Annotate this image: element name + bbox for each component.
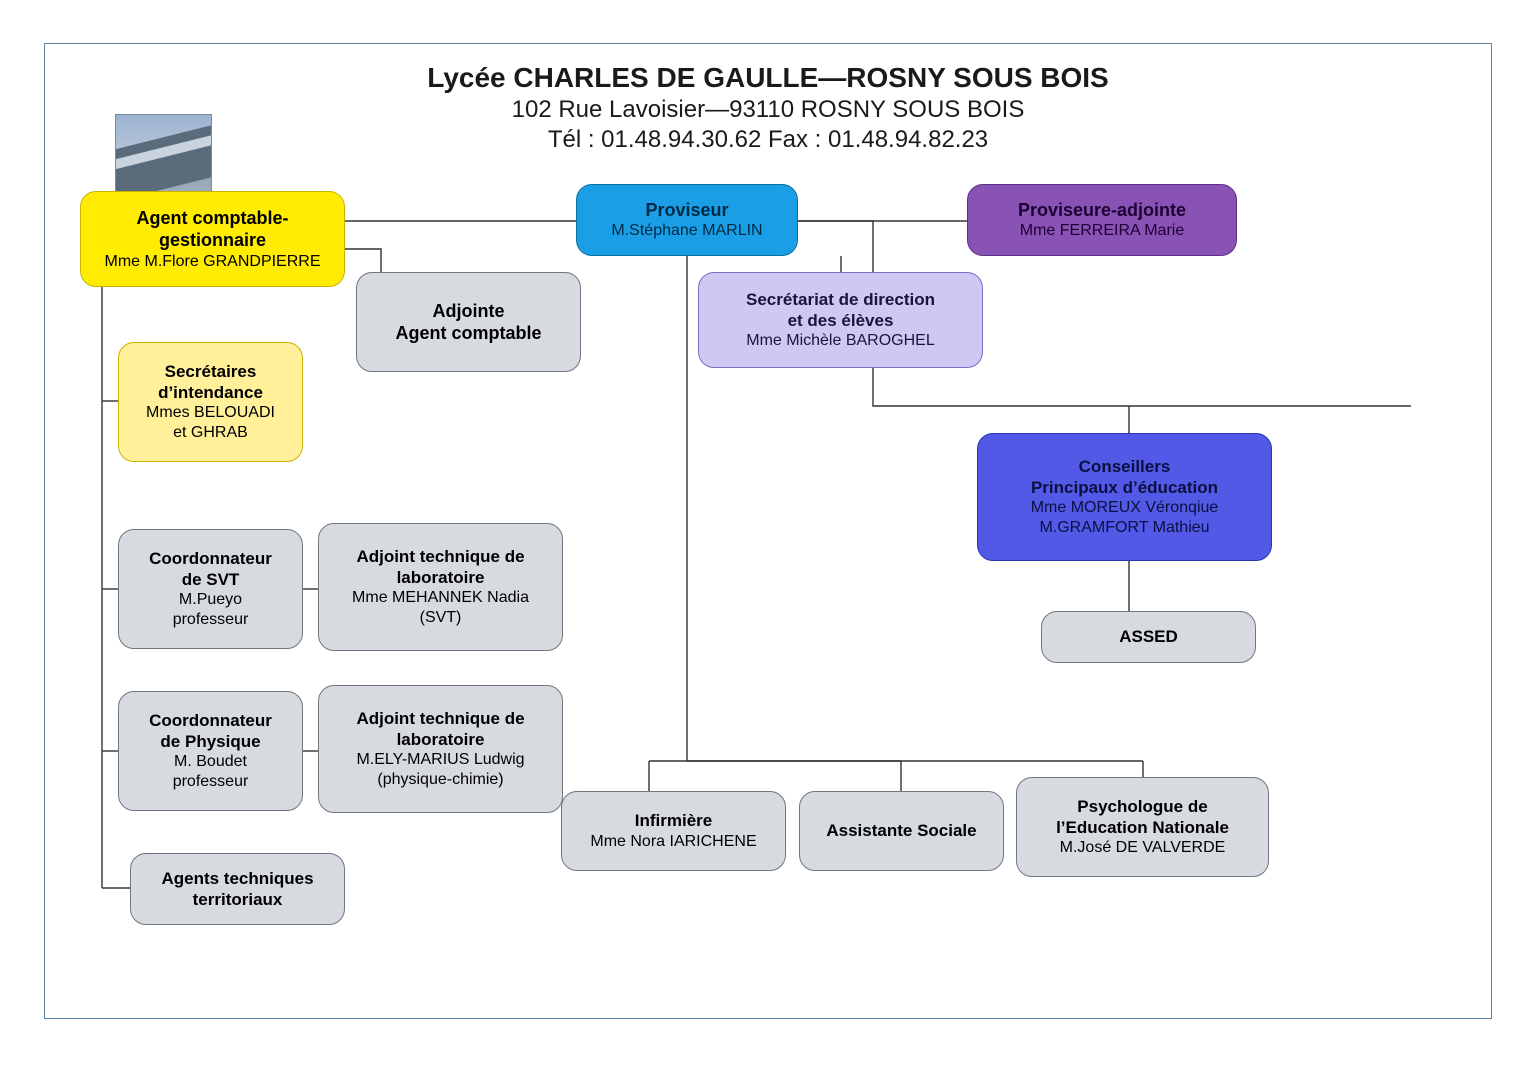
node-conseillers_cpe-title: ConseillersPrincipaux d’éducation bbox=[1031, 456, 1218, 499]
node-coord_phys-sub: M. Boudetprofesseur bbox=[173, 752, 249, 792]
node-conseillers_cpe-sub: Mme MOREUX VéronqiueM.GRAMFORT Mathieu bbox=[1031, 498, 1219, 538]
node-agent_comptable-title: Agent comptable-gestionnaire bbox=[136, 207, 288, 252]
node-agents_tech-title: Agents techniquesterritoriaux bbox=[161, 868, 313, 911]
node-psychologue-sub: M.José DE VALVERDE bbox=[1060, 838, 1226, 858]
frame: Lycée CHARLES DE GAULLE—ROSNY SOUS BOIS … bbox=[44, 43, 1492, 1019]
node-secretariat_direction-sub: Mme Michèle BAROGHEL bbox=[746, 331, 935, 351]
node-secretariat_direction-title: Secrétariat de directionet des élèves bbox=[746, 289, 935, 332]
node-proviseure_adjointe-title: Proviseure-adjointe bbox=[1018, 199, 1186, 222]
title-address: 102 Rue Lavoisier—93110 ROSNY SOUS BOIS bbox=[45, 96, 1491, 124]
node-infirmiere-title: Infirmière bbox=[635, 810, 712, 831]
node-conseillers_cpe: ConseillersPrincipaux d’éducationMme MOR… bbox=[977, 433, 1272, 561]
node-proviseur-title: Proviseur bbox=[645, 199, 728, 222]
node-coord_svt: Coordonnateurde SVTM.Pueyoprofesseur bbox=[118, 529, 303, 649]
node-adjointe_comptable-title: AdjointeAgent comptable bbox=[395, 300, 541, 345]
node-assed: ASSED bbox=[1041, 611, 1256, 663]
node-assistante_sociale-title: Assistante Sociale bbox=[826, 820, 976, 841]
page: Lycée CHARLES DE GAULLE—ROSNY SOUS BOIS … bbox=[0, 0, 1536, 1086]
node-proviseure_adjointe-sub: Mme FERREIRA Marie bbox=[1020, 221, 1184, 241]
node-infirmiere-sub: Mme Nora IARICHENE bbox=[590, 832, 756, 852]
node-agent_comptable-sub: Mme M.Flore GRANDPIERRE bbox=[104, 252, 320, 272]
node-agent_comptable: Agent comptable-gestionnaireMme M.Flore … bbox=[80, 191, 345, 287]
node-assed-title: ASSED bbox=[1119, 626, 1178, 647]
node-proviseur: ProviseurM.Stéphane MARLIN bbox=[576, 184, 798, 256]
node-adj_labo_svt-sub: Mme MEHANNEK Nadia(SVT) bbox=[352, 588, 529, 628]
title-main: Lycée CHARLES DE GAULLE—ROSNY SOUS BOIS bbox=[45, 62, 1491, 94]
node-infirmiere: InfirmièreMme Nora IARICHENE bbox=[561, 791, 786, 871]
node-secretariat_direction: Secrétariat de directionet des élèvesMme… bbox=[698, 272, 983, 368]
title-contact: Tél : 01.48.94.30.62 Fax : 01.48.94.82.2… bbox=[45, 126, 1491, 154]
node-adjointe_comptable: AdjointeAgent comptable bbox=[356, 272, 581, 372]
node-adj_labo_phys-sub: M.ELY-MARIUS Ludwig(physique-chimie) bbox=[356, 750, 524, 790]
node-coord_svt-title: Coordonnateurde SVT bbox=[149, 548, 272, 591]
node-adj_labo_phys-title: Adjoint technique delaboratoire bbox=[356, 708, 524, 751]
node-psychologue-title: Psychologue del’Education Nationale bbox=[1056, 796, 1229, 839]
node-secretaires_intendance-title: Secrétairesd’intendance bbox=[158, 361, 263, 404]
title-block: Lycée CHARLES DE GAULLE—ROSNY SOUS BOIS … bbox=[45, 62, 1491, 154]
node-coord_svt-sub: M.Pueyoprofesseur bbox=[173, 590, 249, 630]
node-agents_tech: Agents techniquesterritoriaux bbox=[130, 853, 345, 925]
node-adj_labo_svt: Adjoint technique delaboratoireMme MEHAN… bbox=[318, 523, 563, 651]
node-proviseure_adjointe: Proviseure-adjointeMme FERREIRA Marie bbox=[967, 184, 1237, 256]
node-secretaires_intendance: Secrétairesd’intendanceMmes BELOUADIet G… bbox=[118, 342, 303, 462]
node-coord_phys: Coordonnateurde PhysiqueM. Boudetprofess… bbox=[118, 691, 303, 811]
node-adj_labo_svt-title: Adjoint technique delaboratoire bbox=[356, 546, 524, 589]
node-psychologue: Psychologue del’Education NationaleM.Jos… bbox=[1016, 777, 1269, 877]
node-proviseur-sub: M.Stéphane MARLIN bbox=[611, 221, 762, 241]
node-adj_labo_phys: Adjoint technique delaboratoireM.ELY-MAR… bbox=[318, 685, 563, 813]
node-secretaires_intendance-sub: Mmes BELOUADIet GHRAB bbox=[146, 403, 275, 443]
node-assistante_sociale: Assistante Sociale bbox=[799, 791, 1004, 871]
node-coord_phys-title: Coordonnateurde Physique bbox=[149, 710, 272, 753]
